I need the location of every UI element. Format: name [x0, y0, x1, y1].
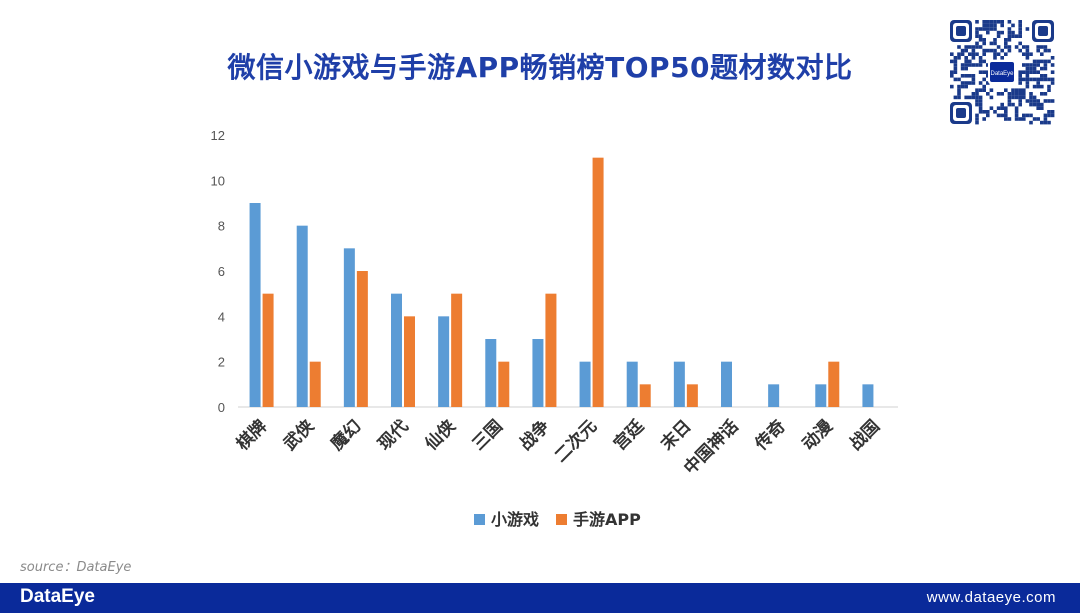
bar-minigame-9	[673, 361, 685, 407]
legend-swatch-0	[474, 514, 485, 525]
bar-app-7	[592, 157, 604, 407]
bar-app-1	[309, 361, 321, 407]
x-category-label: 战争	[515, 416, 554, 455]
bar-minigame-6	[532, 339, 544, 407]
x-category-label: 动漫	[798, 415, 838, 455]
x-category-label: 仙侠	[421, 415, 461, 455]
x-category-label: 武侠	[279, 415, 319, 455]
bar-app-4	[451, 293, 463, 407]
y-tick-label: 8	[218, 219, 225, 234]
bar-minigame-5	[485, 339, 497, 407]
bar-minigame-1	[296, 225, 308, 407]
bar-minigame-0	[249, 203, 261, 407]
x-category-label: 现代	[374, 416, 413, 455]
legend-label-0: 小游戏	[491, 510, 539, 529]
chart-title: 微信小游戏与手游APP畅销榜TOP50题材数对比	[227, 51, 853, 84]
bar-minigame-12	[815, 384, 827, 407]
y-tick-label: 6	[218, 264, 225, 279]
x-category-label: 传奇	[750, 416, 790, 456]
legend-swatch-1	[556, 514, 567, 525]
x-category-label: 二次元	[550, 416, 601, 467]
footer-url[interactable]: www.dataeye.com	[926, 589, 1056, 606]
y-tick-label: 2	[218, 355, 225, 370]
footer-logo: DataEye	[20, 586, 95, 607]
bar-chart: 024681012 棋牌 武侠 魔幻 现代 仙侠 三国 战争二次元 宫廷 末日中国神话 传奇 动漫战…	[211, 128, 898, 529]
svg-text:DataEye: DataEye	[990, 71, 1014, 77]
bar-minigame-4	[438, 316, 450, 407]
bar-minigame-8	[626, 361, 638, 407]
bar-minigame-2	[343, 248, 355, 407]
x-category-label: 魔幻	[327, 416, 366, 455]
y-tick-label: 4	[218, 309, 225, 324]
x-category-label: 三国	[469, 416, 507, 454]
x-category-label: 宫廷	[609, 415, 649, 455]
x-category-label: 战国	[846, 416, 884, 454]
footer-bar: DataEye www.dataeye.com	[0, 583, 1080, 613]
qr-code: DataEye	[948, 18, 1056, 126]
source-note: source：DataEye	[20, 560, 132, 575]
bar-app-9	[686, 384, 698, 407]
x-category-label: 棋牌	[232, 416, 271, 455]
bar-app-3	[404, 316, 415, 407]
bar-minigame-10	[721, 361, 732, 407]
bar-app-2	[356, 271, 368, 407]
bar-minigame-7	[579, 361, 591, 407]
bar-app-8	[639, 384, 651, 407]
legend-label-1: 手游APP	[573, 510, 641, 529]
x-category-label: 末日	[657, 416, 696, 455]
bar-app-0	[262, 293, 274, 407]
y-tick-label: 10	[211, 173, 225, 188]
bar-minigame-11	[768, 384, 780, 407]
y-tick-label: 12	[211, 128, 225, 143]
bar-minigame-3	[391, 293, 402, 407]
bar-app-5	[498, 361, 510, 407]
y-tick-label: 0	[218, 400, 225, 415]
qr-logo-badge	[990, 62, 1014, 82]
bar-app-12	[828, 361, 840, 407]
bar-minigame-13	[862, 384, 874, 407]
bar-app-6	[545, 293, 557, 407]
